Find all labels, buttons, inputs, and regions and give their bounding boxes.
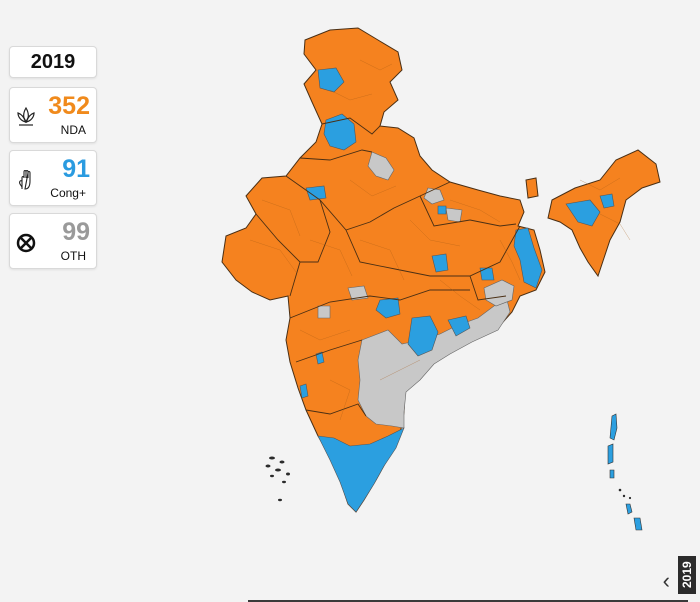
northeast-cong-patch <box>565 199 601 227</box>
bengal-cong-region <box>513 227 543 289</box>
timeline-bar[interactable] <box>248 600 688 602</box>
northeast-cong-patch-2 <box>599 193 615 209</box>
rajasthan-cong-patch <box>305 185 327 201</box>
nicobar-small-islands <box>618 488 632 500</box>
up-oth-patch-2 <box>445 207 463 223</box>
cross-circle-icon <box>16 233 36 253</box>
punjab-cong-region <box>323 113 357 151</box>
lakshadweep-islands <box>265 456 290 502</box>
kerala-tn-cong-region <box>317 427 405 513</box>
bihar-cong-patch <box>479 267 495 281</box>
sikkim-region <box>525 177 539 199</box>
north-oth-region <box>367 151 395 181</box>
chevron-left-icon[interactable]: ‹ <box>662 568 670 593</box>
nda-tally-card: 352 NDA <box>9 87 97 143</box>
state-borders <box>255 117 521 417</box>
lotus-icon <box>17 106 35 126</box>
year-side-tab[interactable]: 2019 <box>678 556 696 594</box>
chhattisgarh-cong-region <box>407 315 439 357</box>
nda-count: 352 <box>48 92 90 120</box>
maharashtra-oth-patch <box>347 285 369 301</box>
cong-label: Cong+ <box>50 186 86 200</box>
cong-count: 91 <box>62 155 90 183</box>
goa-cong-patch <box>315 351 325 365</box>
year-label: 2019 <box>30 50 76 73</box>
cong-tally-card: 91 Cong+ <box>9 150 97 206</box>
oth-tally-card: 99 OTH <box>9 213 97 269</box>
oth-count: 99 <box>62 218 90 246</box>
nda-label: NDA <box>60 123 86 137</box>
east-oth-region <box>483 279 515 307</box>
andaman-nicobar-islands <box>607 413 643 531</box>
west-oth-patch <box>317 305 331 319</box>
karnataka-cong-patch <box>299 383 309 399</box>
oth-label: OTH <box>60 249 86 263</box>
year-card: 2019 <box>9 46 97 78</box>
kashmir-cong-region <box>317 67 345 93</box>
odisha-cong-patch <box>447 315 471 337</box>
district-lines <box>249 59 631 421</box>
up-cong-patch <box>437 205 447 215</box>
northeast-nda-region <box>547 149 661 278</box>
jharkhand-cong-patch <box>431 253 449 273</box>
hand-icon <box>19 169 31 190</box>
mp-cong-patch <box>375 297 401 319</box>
